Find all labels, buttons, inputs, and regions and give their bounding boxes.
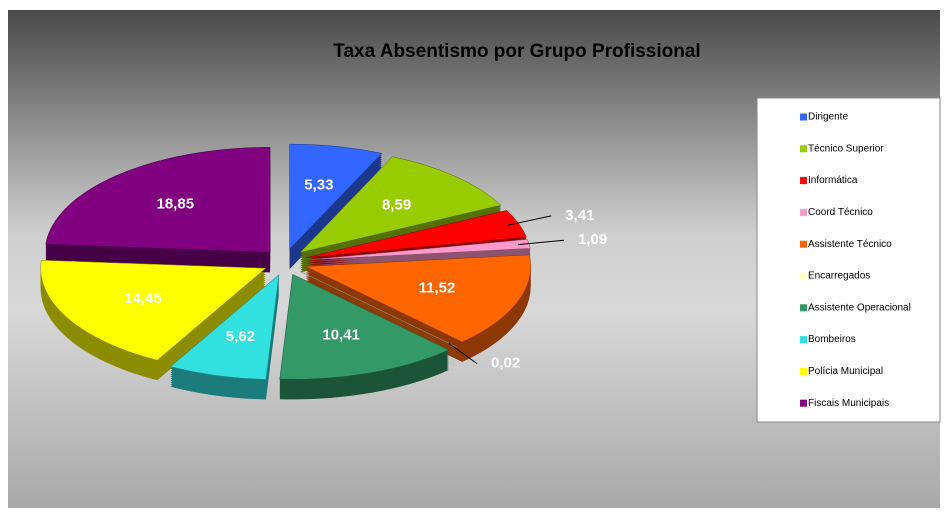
legend-swatch <box>800 208 807 216</box>
leader-line <box>507 215 552 226</box>
data-label: 18,85 <box>157 196 195 213</box>
legend-swatch <box>800 336 807 344</box>
data-label: 8,59 <box>382 196 411 213</box>
leader-line <box>517 239 565 246</box>
slice <box>45 147 271 253</box>
chart-title: Taxa Absentismo por Grupo Profissional <box>333 41 700 62</box>
slice <box>169 274 280 380</box>
data-label: 14,45 <box>124 290 162 307</box>
legend-label: Informática <box>808 175 858 186</box>
legend-swatch <box>800 145 807 153</box>
slice-side <box>300 277 457 354</box>
slice <box>40 259 267 361</box>
legend-swatch <box>800 399 807 407</box>
slice <box>305 254 531 343</box>
slice <box>305 210 527 258</box>
legend-label: Fiscais Municipais <box>808 398 889 409</box>
data-label: 5,62 <box>226 328 255 345</box>
legend-label: Bombeiros <box>808 334 856 345</box>
legend-label: Assistente Operacional <box>808 302 911 313</box>
data-label: 1,09 <box>578 231 607 248</box>
slice <box>289 143 383 250</box>
data-label: 11,52 <box>419 279 456 296</box>
legend-label: Encarregados <box>808 271 870 282</box>
data-label: 0,02 <box>491 355 520 372</box>
slice <box>279 273 450 380</box>
legend-label: Técnico Superior <box>808 143 884 154</box>
slice-side <box>300 273 457 350</box>
slice-side <box>300 275 457 352</box>
legend-swatch <box>800 304 807 312</box>
legend-label: Dirigente <box>808 112 848 123</box>
data-label: 5,33 <box>304 176 333 193</box>
data-label: 10,41 <box>322 326 360 343</box>
data-label: 3,41 <box>565 207 594 224</box>
pie <box>40 143 531 400</box>
slice <box>300 271 458 348</box>
legend-label: Coord Técnico <box>808 207 873 218</box>
legend-swatch <box>800 272 807 280</box>
legend <box>756 97 941 423</box>
leader-line <box>448 342 478 365</box>
legend-label: Assistente Técnico <box>808 239 892 250</box>
legend-swatch <box>800 240 807 248</box>
legend-swatch <box>800 177 807 185</box>
legend-swatch <box>800 113 807 121</box>
slice <box>299 156 502 253</box>
legend-label: Polícia Municipal <box>808 366 883 377</box>
legend-swatch <box>800 367 807 375</box>
